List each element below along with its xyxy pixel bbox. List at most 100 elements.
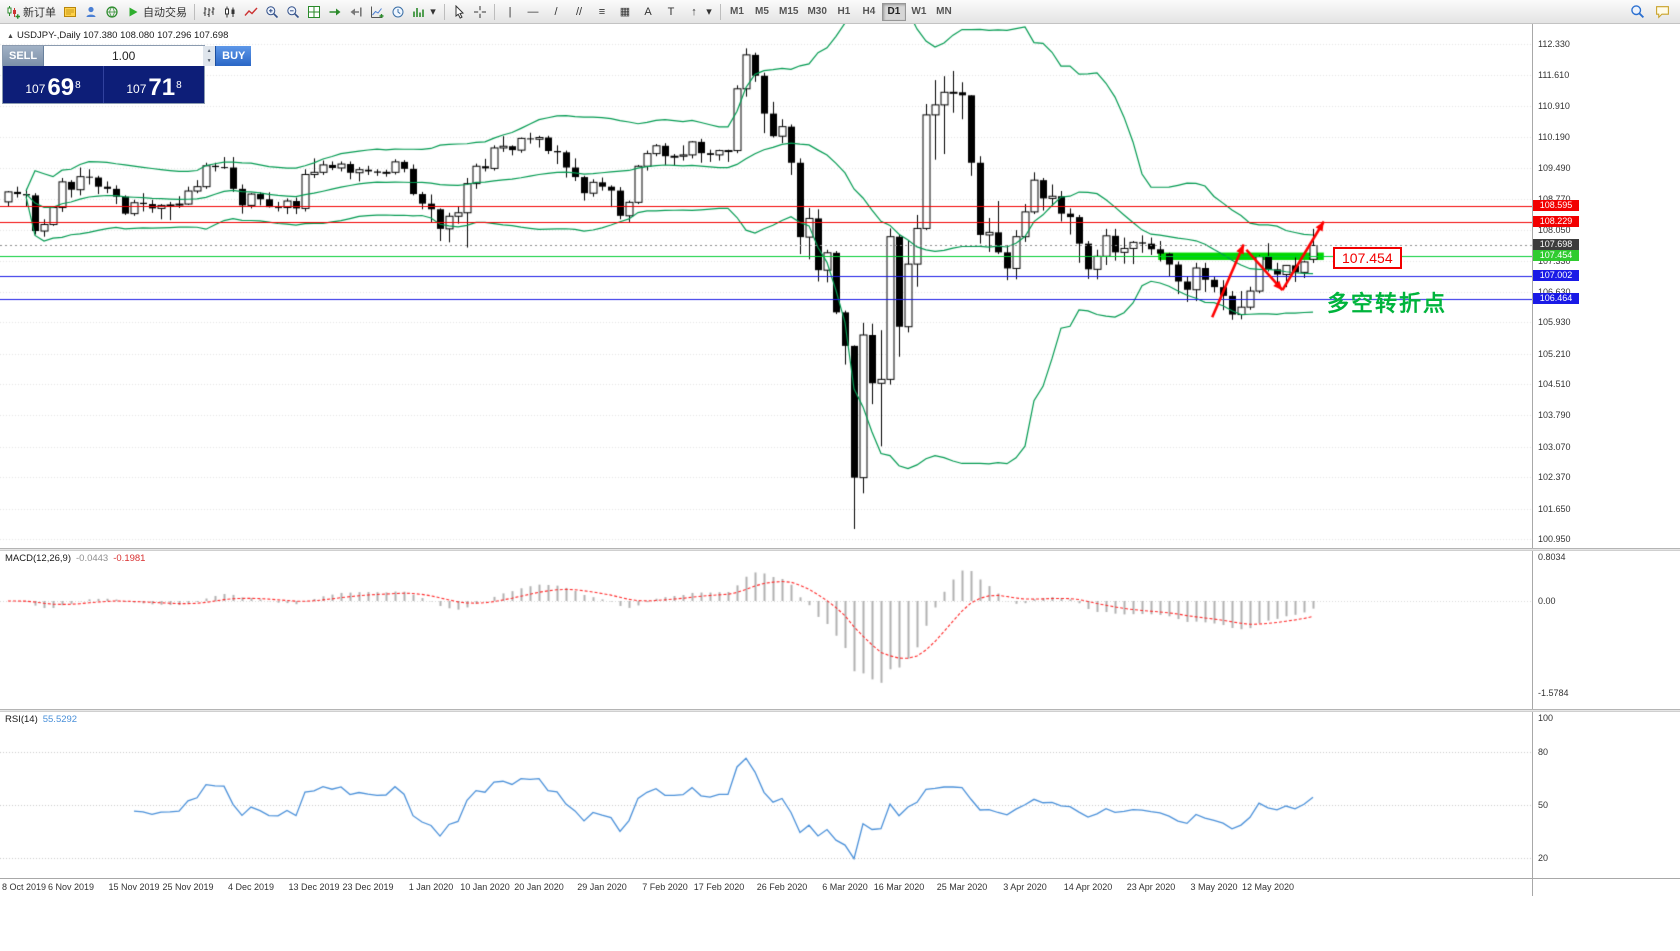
toolbar: 新订单 自动交易 bbox=[0, 0, 1680, 24]
date-label: 4 Dec 2019 bbox=[227, 882, 275, 892]
new-order-button[interactable]: 新订单 bbox=[3, 2, 59, 22]
new-order-label: 新订单 bbox=[23, 6, 56, 19]
search-icon bbox=[1631, 5, 1645, 19]
rsi-label: RSI(14) 55.5292 bbox=[5, 714, 77, 725]
price-tick-label: 106.630 bbox=[1538, 286, 1571, 297]
bar-chart-button[interactable] bbox=[199, 2, 219, 22]
sell-price-sup: 8 bbox=[75, 80, 81, 91]
volume-up-button[interactable]: ▲ bbox=[203, 46, 216, 56]
rsi-pane-canvas[interactable] bbox=[0, 712, 1532, 878]
market-watch-button[interactable] bbox=[102, 2, 122, 22]
timeframe-button-m5[interactable]: M5 bbox=[750, 3, 774, 21]
autotrading-button[interactable]: 自动交易 bbox=[123, 2, 190, 22]
cursor-button[interactable] bbox=[449, 2, 469, 22]
arrows-tool-icon: ↑ bbox=[691, 5, 697, 18]
globe-icon bbox=[106, 5, 118, 18]
sell-button[interactable]: SELL bbox=[3, 46, 45, 66]
date-label: 25 Nov 2019 bbox=[162, 882, 214, 892]
new-chart-button[interactable] bbox=[367, 2, 387, 22]
profile-button[interactable] bbox=[81, 2, 101, 22]
auto-scroll-button[interactable] bbox=[325, 2, 345, 22]
volume-input[interactable] bbox=[44, 46, 204, 66]
price-callout-box[interactable]: 107.454 bbox=[1333, 247, 1402, 269]
shapes-icon: ▦ bbox=[619, 6, 631, 18]
rsi-scale-label: 50 bbox=[1538, 800, 1549, 810]
timeframe-button-d1[interactable]: D1 bbox=[881, 2, 906, 21]
macd-pane-separator[interactable] bbox=[0, 548, 1680, 551]
chat-icon bbox=[1656, 6, 1669, 19]
trendline-icon: / bbox=[554, 5, 558, 18]
price-tick-label: 103.790 bbox=[1538, 410, 1571, 421]
shapes-tool[interactable]: ▦ bbox=[614, 2, 636, 22]
date-label: 25 Mar 2020 bbox=[936, 882, 988, 892]
date-label: 3 May 2020 bbox=[1190, 882, 1238, 892]
feedback-button[interactable] bbox=[1652, 2, 1673, 22]
buy-price[interactable]: 107 71 8 bbox=[104, 66, 204, 103]
vertical-line-tool[interactable]: | bbox=[499, 2, 521, 22]
macd-pane-canvas[interactable] bbox=[0, 551, 1532, 709]
date-label: 13 Dec 2019 bbox=[288, 882, 340, 892]
indicators-button[interactable]: ▾ bbox=[409, 2, 440, 22]
timeframe-button-m30[interactable]: M30 bbox=[803, 3, 830, 21]
buy-price-sup: 8 bbox=[176, 80, 182, 91]
timeframe-button-h4[interactable]: H4 bbox=[857, 3, 881, 21]
rsi-name: RSI(14) bbox=[5, 714, 38, 725]
macd-main-value: -0.0443 bbox=[76, 553, 109, 564]
toolbar-right-group bbox=[1627, 2, 1677, 22]
horizontal-line-tool[interactable]: — bbox=[522, 2, 544, 22]
price-tick-label: 105.930 bbox=[1538, 317, 1571, 328]
rsi-pane-separator[interactable] bbox=[0, 709, 1680, 712]
label-tool[interactable]: T bbox=[660, 2, 682, 22]
sell-price[interactable]: 107 69 8 bbox=[3, 66, 103, 103]
main-chart-canvas[interactable] bbox=[0, 24, 1532, 548]
metaeditor-icon bbox=[64, 6, 76, 17]
timeframe-button-h1[interactable]: H1 bbox=[832, 3, 856, 21]
candlestick-chart-button[interactable] bbox=[220, 2, 240, 22]
macd-label: MACD(12,26,9) -0.0443 -0.1981 bbox=[5, 553, 145, 564]
metaeditor-button[interactable] bbox=[60, 2, 80, 22]
volume-down-button[interactable]: ▼ bbox=[203, 56, 216, 66]
turning-point-note[interactable]: 多空转折点 bbox=[1327, 291, 1448, 316]
chart-shift-button[interactable] bbox=[346, 2, 366, 22]
volume-spinner: ▲ ▼ bbox=[203, 46, 216, 66]
date-label: 17 Feb 2020 bbox=[693, 882, 745, 892]
buy-button[interactable]: BUY bbox=[215, 46, 252, 66]
price-tick-label: 105.210 bbox=[1538, 348, 1571, 359]
toolbar-separator bbox=[444, 3, 445, 20]
zoom-in-button[interactable] bbox=[262, 2, 282, 22]
price-level-label: 107.002 bbox=[1533, 269, 1579, 281]
crosshair-button[interactable] bbox=[470, 2, 490, 22]
line-chart-button[interactable] bbox=[241, 2, 261, 22]
date-label: 3 Apr 2020 bbox=[1003, 882, 1047, 892]
sell-price-head: 107 bbox=[25, 82, 46, 96]
price-tick-label: 104.510 bbox=[1538, 379, 1571, 390]
date-label: 12 May 2020 bbox=[1241, 882, 1295, 892]
timeframe-button-w1[interactable]: W1 bbox=[907, 3, 931, 21]
zoom-out-button[interactable] bbox=[283, 2, 303, 22]
date-label: 7 Feb 2020 bbox=[642, 882, 688, 892]
one-click-top-row: SELL ▲ ▼ BUY bbox=[3, 46, 252, 66]
text-tool[interactable]: A bbox=[637, 2, 659, 22]
price-tick-label: 111.610 bbox=[1538, 70, 1570, 81]
timeframe-button-m15[interactable]: M15 bbox=[775, 3, 802, 21]
dropdown-caret-icon: ▾ bbox=[706, 6, 712, 18]
trendline-tool[interactable]: / bbox=[545, 2, 567, 22]
tile-windows-button[interactable] bbox=[304, 2, 324, 22]
price-tick-label: 108.770 bbox=[1538, 193, 1571, 204]
toolbar-separator bbox=[194, 3, 195, 20]
indicators-icon bbox=[413, 7, 424, 17]
arrows-tool[interactable]: ↑ ▾ bbox=[683, 2, 716, 22]
channel-tool[interactable]: // bbox=[568, 2, 590, 22]
periods-button[interactable] bbox=[388, 2, 408, 22]
timeframe-button-m1[interactable]: M1 bbox=[725, 3, 749, 21]
fibonacci-icon: ≡ bbox=[598, 5, 606, 18]
search-button[interactable] bbox=[1627, 2, 1648, 22]
date-label: 6 Mar 2020 bbox=[822, 882, 868, 892]
timeframe-button-mn[interactable]: MN bbox=[932, 3, 956, 21]
macd-scale-label: 0.8034 bbox=[1538, 552, 1566, 562]
date-label: 6 Nov 2019 bbox=[47, 882, 95, 892]
volume-control: ▲ ▼ bbox=[44, 46, 216, 66]
fibonacci-tool[interactable]: ≡ bbox=[591, 2, 613, 22]
date-label: 16 Mar 2020 bbox=[873, 882, 925, 892]
